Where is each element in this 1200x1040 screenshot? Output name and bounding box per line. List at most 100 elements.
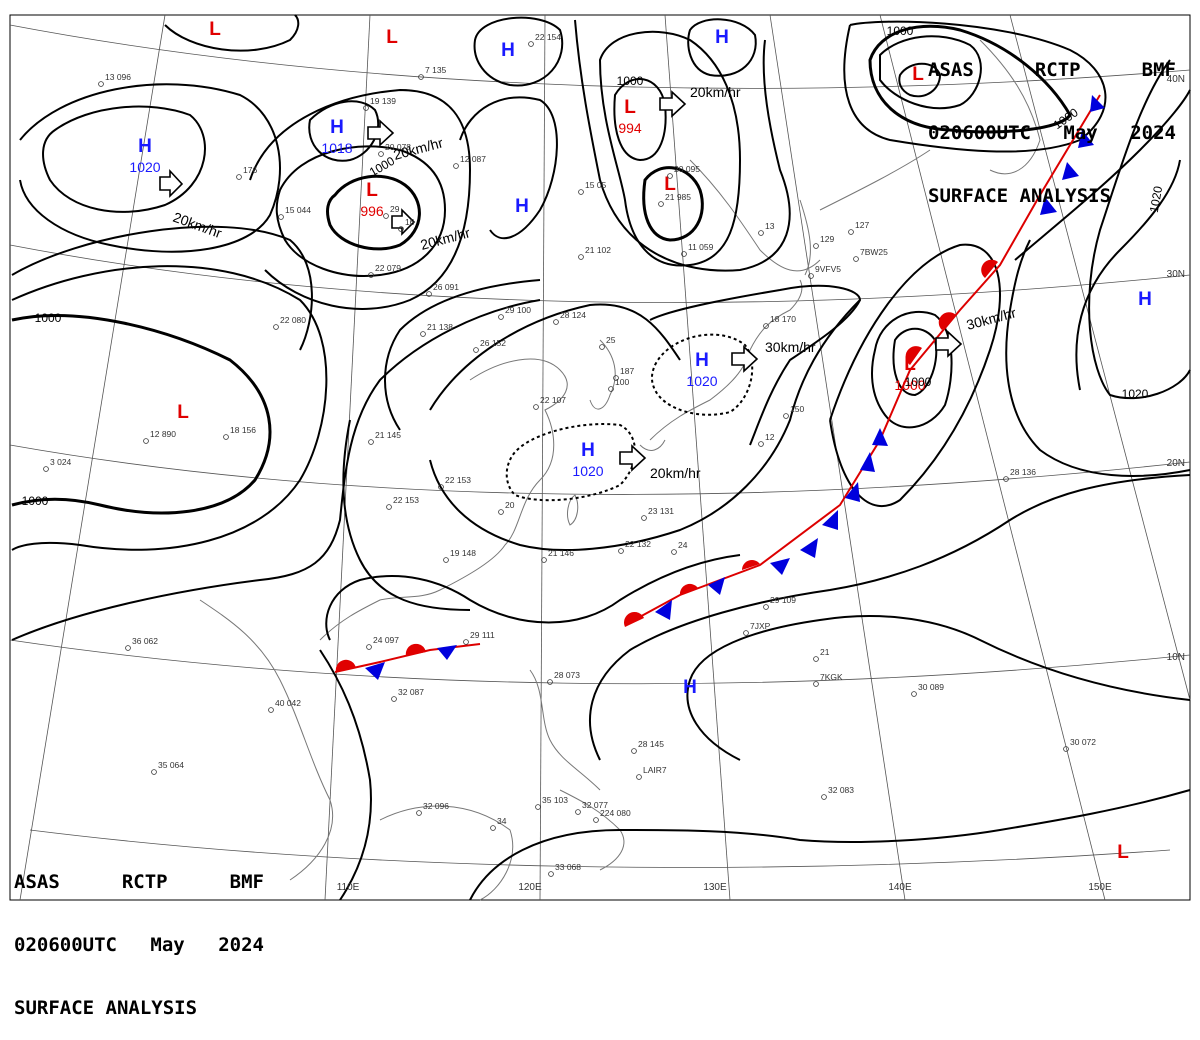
coast-indochina <box>199 599 334 881</box>
motion-arrows <box>159 90 963 472</box>
isobar <box>649 284 862 446</box>
high-pressure-center: H <box>501 40 515 61</box>
motion-speed-label: 30km/hr <box>765 339 816 355</box>
station-circle <box>418 74 424 80</box>
low-pressure-center: L <box>386 27 398 48</box>
high-pressure-center: H <box>1138 289 1152 310</box>
station-plot-label: 12 890 <box>150 429 176 439</box>
cold-triangle <box>708 577 725 595</box>
station-plot-label: 33 068 <box>555 862 581 872</box>
motion-arrow <box>935 330 963 358</box>
station-circle <box>378 151 384 157</box>
motion-speed-label: 30km/hr <box>965 304 1018 333</box>
front-line <box>334 643 481 673</box>
station-circle <box>386 504 392 510</box>
station-plot-label: 3 024 <box>50 457 72 467</box>
coast-korea <box>589 339 616 410</box>
station-plot-label: 12 087 <box>460 154 486 164</box>
coast-borneo <box>379 805 514 901</box>
station-plot-label: 20 078 <box>385 142 411 152</box>
station-plot-label: 40 042 <box>275 698 301 708</box>
isobar <box>829 243 1001 507</box>
isobar <box>342 419 471 611</box>
station-plot-label: 21 102 <box>585 245 611 255</box>
isobar <box>19 83 281 253</box>
isobar <box>469 789 1191 901</box>
station-plot-label: 16 <box>405 217 415 227</box>
header-bottom: ASAS RCTP BMF 020600UTC May 2024 SURFACE… <box>14 830 264 1040</box>
cold-triangle <box>437 645 457 660</box>
station-circle <box>541 557 547 563</box>
isobar <box>892 327 938 397</box>
coast-china <box>319 358 568 641</box>
coast-kuril <box>819 149 931 211</box>
station-circle <box>416 810 422 816</box>
warm-bump <box>742 560 760 570</box>
cold-triangle <box>872 428 888 446</box>
axis-labels: 110E 120E 130E 140E 150E 40N 30N 20N 10N <box>337 74 1185 893</box>
station-circle <box>813 656 819 662</box>
station-plot-label: 129 <box>820 234 834 244</box>
isobar <box>1075 159 1181 391</box>
station-circle <box>223 434 229 440</box>
low-pressure-center: L <box>209 19 221 40</box>
isobar <box>1014 89 1191 261</box>
station-circle <box>143 438 149 444</box>
dotted-isobar <box>651 333 754 416</box>
longitude-label: 150E <box>1088 882 1112 893</box>
station-circle <box>578 189 584 195</box>
low-pressure-center: L <box>1117 842 1129 863</box>
isobar-value: 1000 <box>905 375 932 389</box>
lon-line-100e <box>19 14 166 901</box>
station-circle <box>743 630 749 636</box>
high-pressure-center: H <box>695 350 709 371</box>
station-circle <box>608 386 614 392</box>
lon-line-130e <box>664 14 731 901</box>
cold-triangle <box>1078 130 1094 148</box>
motion-speed-label: 20km/hr <box>419 224 472 253</box>
station-plot-label: 11 059 <box>688 242 714 252</box>
header-line-1: ASAS RCTP BMF <box>14 872 264 893</box>
warm-bump <box>905 346 922 365</box>
station-circle <box>398 226 404 232</box>
isobar <box>308 100 380 162</box>
station-plot-label: 22 079 <box>375 263 401 273</box>
isobar <box>589 474 1191 761</box>
station-plot-label: 224 080 <box>600 808 631 818</box>
front-line <box>624 94 1101 626</box>
station-plot-label: 18 156 <box>230 425 256 435</box>
station-circle <box>636 774 642 780</box>
station-circle <box>911 691 917 697</box>
station-circle <box>547 679 553 685</box>
station-circle <box>438 484 444 490</box>
isobar <box>325 554 741 641</box>
station-circle <box>658 201 664 207</box>
station-circle <box>366 644 372 650</box>
center-pressure-value: 1020 <box>686 373 717 389</box>
low-pressure-center: L <box>177 402 189 423</box>
header-code-3: BMF <box>1141 59 1176 81</box>
station-plot-label: 187 <box>620 366 634 376</box>
station-plot-label: 22 154 <box>535 32 561 42</box>
header-code-1: ASAS <box>14 871 60 893</box>
coast-russia <box>689 159 821 272</box>
cold-triangle <box>655 600 672 620</box>
longitude-label: 120E <box>518 882 542 893</box>
station-circle <box>667 173 673 179</box>
motion-arrow <box>159 168 184 198</box>
cold-front-symbols <box>365 95 1105 680</box>
center-pressure-value: 994 <box>618 120 642 136</box>
warm-bump <box>679 583 698 595</box>
high-pressure-center: H <box>715 27 729 48</box>
station-plot-label: 26 091 <box>433 282 459 292</box>
station-plot-label: 100 <box>615 377 629 387</box>
isobar <box>319 649 372 901</box>
station-circle <box>1063 746 1069 752</box>
station-circle <box>593 817 599 823</box>
dotted-isobars <box>505 333 754 502</box>
high-pressure-center: H <box>138 136 152 157</box>
station-circle <box>391 696 397 702</box>
motion-speed-label: 20km/hr <box>690 84 741 100</box>
warm-front-symbols <box>335 259 998 672</box>
station-circle <box>821 794 827 800</box>
